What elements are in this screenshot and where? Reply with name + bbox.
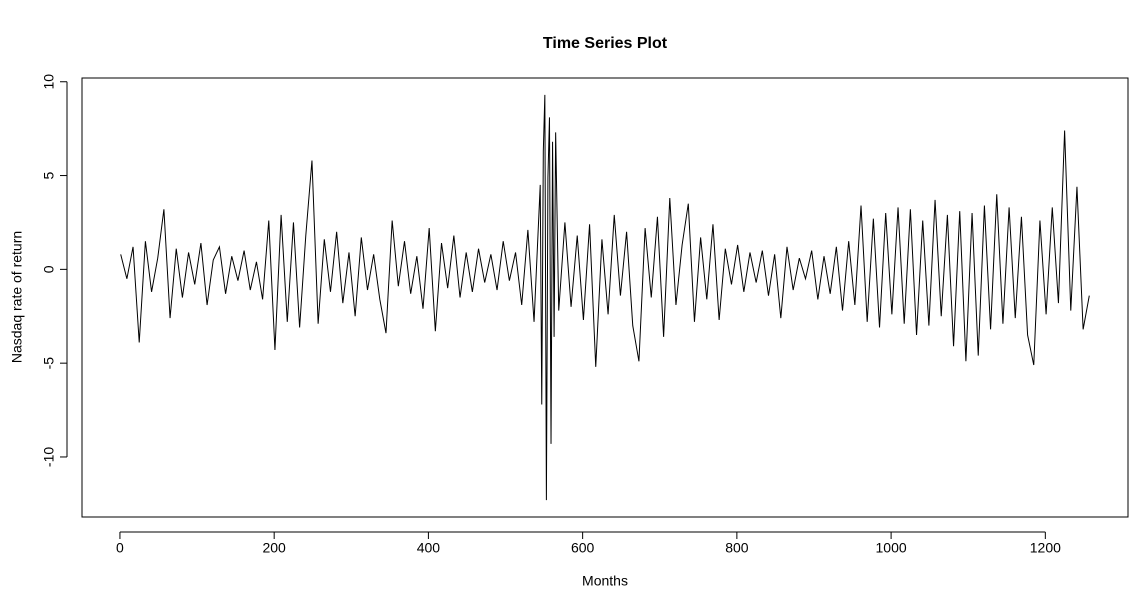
x-tick-label: 1200 <box>1030 540 1061 556</box>
y-tick-label: -5 <box>41 357 57 370</box>
x-tick-label: 400 <box>417 540 441 556</box>
x-tick-label: 200 <box>262 540 286 556</box>
y-tick-label: 5 <box>41 171 57 179</box>
plot-frame <box>81 77 1129 518</box>
y-tick-label: -10 <box>41 447 57 467</box>
y-tick-label: 10 <box>41 74 57 90</box>
x-axis-label: Months <box>582 573 628 589</box>
x-tick-label: 800 <box>725 540 749 556</box>
chart-title: Time Series Plot <box>543 35 668 52</box>
x-tick-label: 600 <box>571 540 595 556</box>
x-tick-label: 1000 <box>876 540 907 556</box>
data-line <box>120 94 1090 501</box>
x-tick-label: 0 <box>116 540 124 556</box>
y-tick-label: 0 <box>41 265 57 273</box>
y-axis-label: Nasdaq rate of return <box>9 231 25 363</box>
